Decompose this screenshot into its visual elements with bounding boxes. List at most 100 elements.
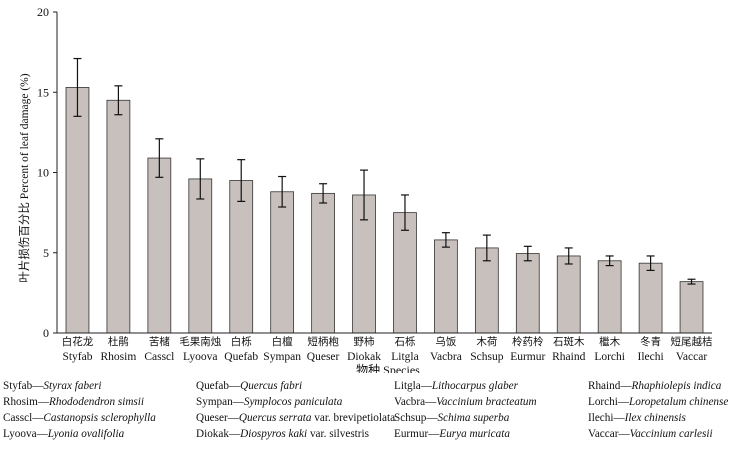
y-tick-label: 0 <box>43 326 49 340</box>
legend-separator: — <box>613 412 625 424</box>
legend-separator: — <box>37 396 50 408</box>
x-tick-label-cn: 乌饭 <box>435 335 456 348</box>
legend-code: Sympan <box>196 396 233 408</box>
x-tick-label: Queser <box>307 351 340 363</box>
legend-separator: — <box>617 396 630 408</box>
legend-item-rhaind: Rhaind—Rhaphiolepis indica <box>588 379 721 393</box>
legend-code: Lorchi <box>588 396 618 408</box>
legend-separator: — <box>228 428 241 440</box>
y-tick-label: 15 <box>37 85 49 99</box>
x-tick-label-cn: 白花龙 <box>62 335 94 348</box>
legend-separator: — <box>232 396 244 408</box>
legend-species-name: Loropetalum chinense <box>629 396 729 408</box>
legend-code: Diokak <box>196 428 229 440</box>
x-tick-label: Quefab <box>224 351 258 363</box>
legend-separator: — <box>32 380 44 392</box>
error-bar-quefab <box>237 159 246 202</box>
legend-species-name: Lyonia ovalifolia <box>47 428 125 440</box>
legend-code: Lyoova <box>3 428 37 440</box>
x-tick-label-cn: 白栎 <box>231 335 252 348</box>
x-tick-label: Eurmur <box>510 351 545 363</box>
legend-code: Vaccar <box>588 428 619 440</box>
x-tick-label: Rhosim <box>101 351 137 363</box>
legend-code: Ilechi <box>588 412 614 424</box>
legend-item-vacbra: Vacbra—Vaccinium bracteatum <box>394 395 537 409</box>
x-tick-label-cn: 短尾越桔 <box>671 335 713 348</box>
legend-item-lyoova: Lyoova—Lyonia ovalifolia <box>3 427 124 441</box>
legend-code: Vacbra <box>394 396 426 408</box>
x-tick-label-cn: 柃药柃 <box>512 335 544 348</box>
legend-species-name: Vaccinium carlesii <box>629 428 713 440</box>
legend-species-name: Schima superba <box>437 412 510 424</box>
legend-code: Eurmur <box>394 428 429 440</box>
legend-species-name: Styrax faberi <box>43 380 102 392</box>
error-bar-diokak <box>360 169 369 221</box>
x-tick-label-cn: 木荷 <box>476 336 497 348</box>
legend-variety: var. silvestris <box>307 428 369 440</box>
legend-item-quefab: Quefab—Quercus fabri <box>196 379 302 393</box>
error-bar-sympan <box>278 175 287 208</box>
legend-species-name: Rhododendron simsii <box>49 396 145 408</box>
legend-item-ilechi: Ilechi—Ilex chinensis <box>588 411 686 425</box>
legend-separator: — <box>227 412 239 424</box>
x-tick-label: Sympan <box>263 351 301 363</box>
legend-item-lorchi: Lorchi—Loropetalum chinense <box>588 395 728 409</box>
x-tick-label-cn: 白檀 <box>272 335 293 348</box>
legend-code: Rhosim <box>3 396 38 408</box>
bar-rhosim <box>106 99 131 334</box>
y-tick-label: 10 <box>37 166 49 180</box>
species-legend: Styfab—Styrax faberi Rhosim—Rhododendron … <box>0 373 755 452</box>
legend-item-queser: Queser—Quercus serrata var. brevipetiola… <box>196 411 395 425</box>
legend-item-litgla: Litgla—Lithocarpus glaber <box>394 379 518 393</box>
legend-separator: — <box>618 428 630 440</box>
error-bar-ilechi <box>646 255 655 272</box>
legend-code: Litgla <box>394 380 421 392</box>
legend-separator: — <box>426 412 438 424</box>
x-tick-label-cn: 毛果南烛 <box>179 335 221 348</box>
legend-variety: var. brevipetiolata <box>311 412 396 424</box>
bar-chart: 0 5 10 15 20 白花龙 Styfab 杜鹃 Rhosim 苦槠 Casscl 毛果南烛 Ly… <box>17 5 713 373</box>
error-bar-lorchi <box>605 255 614 267</box>
x-tick-label-cn: 冬青 <box>640 335 661 348</box>
bar-rhaind <box>556 255 581 334</box>
legend-code: Casscl <box>3 412 33 424</box>
legend-item-diokak: Diokak—Diospyros kaki var. silvestris <box>196 427 369 441</box>
error-bar-vacbra <box>441 232 450 248</box>
x-tick-label: Lorchi <box>594 351 625 363</box>
legend-separator: — <box>425 396 437 408</box>
error-bar-styfab <box>73 57 82 117</box>
bar-styfab <box>65 87 90 334</box>
legend-species-name: Ilex chinensis <box>624 412 686 424</box>
legend-item-eurmur: Eurmur—Eurya muricata <box>394 427 510 441</box>
legend-species-name: Symplocos paniculata <box>243 396 343 408</box>
legend-separator: — <box>428 428 440 440</box>
x-tick-label-cn: 檵木 <box>599 335 620 348</box>
x-tick-label: Vaccar <box>676 351 707 363</box>
legend-species-name: Castanopsis sclerophylla <box>43 412 156 424</box>
x-tick-label: Styfab <box>62 351 92 363</box>
legend-separator: — <box>420 380 432 392</box>
error-bar-vaccar <box>687 278 696 285</box>
bar-vacbra <box>434 239 458 334</box>
x-tick-label: Rhaind <box>552 351 585 363</box>
x-tick-label-cn: 石斑木 <box>553 335 585 348</box>
legend-code: Quefab <box>196 380 229 392</box>
y-axis-label: 叶片损伤百分比 Percent of leaf damage (%) <box>17 73 31 282</box>
bar-casscl <box>147 157 172 334</box>
bar-vaccar <box>679 281 704 334</box>
error-bar-eurmur <box>523 245 532 262</box>
error-bar-casscl <box>155 138 164 178</box>
legend-item-rhosim: Rhosim—Rhododendron simsii <box>3 395 144 409</box>
x-tick-label-cn: 短柄枹 <box>307 335 339 348</box>
legend-code: Queser <box>196 412 228 424</box>
error-bar-lyoova <box>196 158 205 200</box>
x-axis-label: 物种 Species <box>356 363 420 373</box>
error-bar-schsup <box>482 234 491 262</box>
legend-separator: — <box>620 380 632 392</box>
legend-code: Schsup <box>394 412 427 424</box>
bar-quefab <box>229 180 254 334</box>
legend-species-name: Quercus fabri <box>240 380 303 392</box>
y-tick-label: 20 <box>37 5 49 19</box>
x-tick-label: Lyoova <box>183 351 218 363</box>
x-tick-label: Vacbra <box>430 351 462 363</box>
